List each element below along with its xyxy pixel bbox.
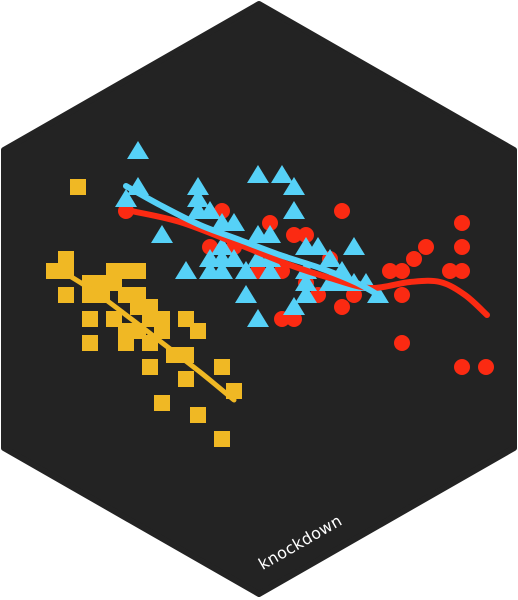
square-point <box>214 359 230 375</box>
triangle-point <box>307 237 329 255</box>
circle-point <box>454 263 470 279</box>
circle-point <box>382 263 398 279</box>
triangle-trend-line <box>123 183 383 299</box>
circle-point <box>454 215 470 231</box>
circle-point <box>394 263 410 279</box>
triangle-point <box>247 165 269 183</box>
square-point <box>118 335 134 351</box>
triangle-point <box>187 189 209 207</box>
triangle-point <box>247 249 269 267</box>
circle-point <box>286 227 302 243</box>
triangle-point <box>319 249 341 267</box>
square-point <box>82 335 98 351</box>
triangle-point <box>343 237 365 255</box>
triangle-point <box>283 177 305 195</box>
square-point <box>154 395 170 411</box>
triangle-point <box>235 285 257 303</box>
circle-point <box>454 359 470 375</box>
triangle-point <box>151 225 173 243</box>
circle-point <box>454 239 470 255</box>
triangle-point <box>247 309 269 327</box>
triangle-point <box>271 165 293 183</box>
triangle-point <box>115 189 137 207</box>
circle-point <box>298 227 314 243</box>
triangle-point <box>187 177 209 195</box>
circle-point <box>394 287 410 303</box>
circle-point <box>478 359 494 375</box>
circle-trend-line <box>123 207 490 318</box>
triangle-point <box>223 213 245 231</box>
square-point <box>214 431 230 447</box>
trend-lines <box>57 183 490 403</box>
circle-point <box>262 215 278 231</box>
square-point <box>142 359 158 375</box>
circle-point <box>334 203 350 219</box>
circle-point <box>418 239 434 255</box>
square-point <box>190 323 206 339</box>
triangle-point <box>283 201 305 219</box>
triangle-point <box>283 297 305 315</box>
square-trend-line <box>57 267 237 403</box>
triangle-point <box>295 273 317 291</box>
square-point <box>70 179 86 195</box>
triangle-point <box>211 261 233 279</box>
square-point <box>178 371 194 387</box>
square-point <box>190 407 206 423</box>
circle-point <box>394 335 410 351</box>
square-point <box>82 311 98 327</box>
circle-point <box>406 251 422 267</box>
triangle-point <box>211 237 233 255</box>
triangle-point <box>235 261 257 279</box>
triangle-point <box>223 249 245 267</box>
square-point <box>58 287 74 303</box>
triangle-point <box>175 261 197 279</box>
triangle-point <box>247 225 269 243</box>
circle-point <box>334 299 350 315</box>
triangle-point <box>187 201 209 219</box>
circle-point <box>442 263 458 279</box>
triangle-point <box>127 141 149 159</box>
triangle-point <box>259 261 281 279</box>
square-point <box>130 263 146 279</box>
triangle-point <box>295 285 317 303</box>
